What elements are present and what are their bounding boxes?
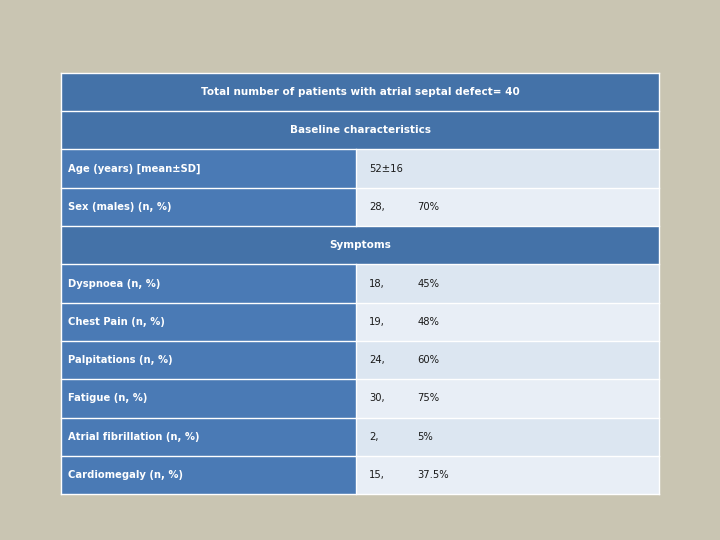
Text: 28,: 28, — [369, 202, 385, 212]
Text: 30,: 30, — [369, 393, 385, 403]
Text: Dyspnoea (n, %): Dyspnoea (n, %) — [68, 279, 161, 288]
Bar — [61, 456, 356, 494]
Text: 75%: 75% — [418, 393, 440, 403]
Text: 60%: 60% — [418, 355, 440, 365]
Bar — [61, 111, 659, 150]
Text: 15,: 15, — [369, 470, 385, 480]
Text: 52±16: 52±16 — [369, 164, 403, 174]
Bar — [356, 302, 659, 341]
Text: 24,: 24, — [369, 355, 385, 365]
Text: Chest Pain (n, %): Chest Pain (n, %) — [68, 317, 166, 327]
Bar — [356, 417, 659, 456]
Bar — [61, 188, 356, 226]
Text: Total number of patients with atrial septal defect= 40: Total number of patients with atrial sep… — [201, 87, 519, 97]
Bar — [356, 188, 659, 226]
Bar — [61, 265, 356, 302]
Text: Age (years) [mean±SD]: Age (years) [mean±SD] — [68, 164, 201, 174]
Bar — [61, 226, 659, 265]
Text: Atrial fibrillation (n, %): Atrial fibrillation (n, %) — [68, 431, 200, 442]
Text: 5%: 5% — [418, 431, 433, 442]
Bar — [61, 73, 659, 111]
Bar — [61, 150, 356, 188]
Bar — [356, 379, 659, 417]
Text: 18,: 18, — [369, 279, 385, 288]
Bar — [356, 265, 659, 302]
Text: 45%: 45% — [418, 279, 440, 288]
Bar — [61, 302, 356, 341]
Text: 70%: 70% — [418, 202, 440, 212]
Text: Palpitations (n, %): Palpitations (n, %) — [68, 355, 173, 365]
Text: 37.5%: 37.5% — [418, 470, 449, 480]
Text: Baseline characteristics: Baseline characteristics — [289, 125, 431, 136]
Text: Fatigue (n, %): Fatigue (n, %) — [68, 393, 148, 403]
Text: 2,: 2, — [369, 431, 379, 442]
Text: Symptoms: Symptoms — [329, 240, 391, 250]
Text: Cardiomegaly (n, %): Cardiomegaly (n, %) — [68, 470, 184, 480]
Bar — [356, 341, 659, 379]
Bar — [61, 341, 356, 379]
Bar — [61, 379, 356, 417]
Text: Sex (males) (n, %): Sex (males) (n, %) — [68, 202, 172, 212]
Text: 48%: 48% — [418, 317, 439, 327]
Bar — [356, 150, 659, 188]
Text: 19,: 19, — [369, 317, 385, 327]
Bar — [356, 456, 659, 494]
Bar — [61, 417, 356, 456]
